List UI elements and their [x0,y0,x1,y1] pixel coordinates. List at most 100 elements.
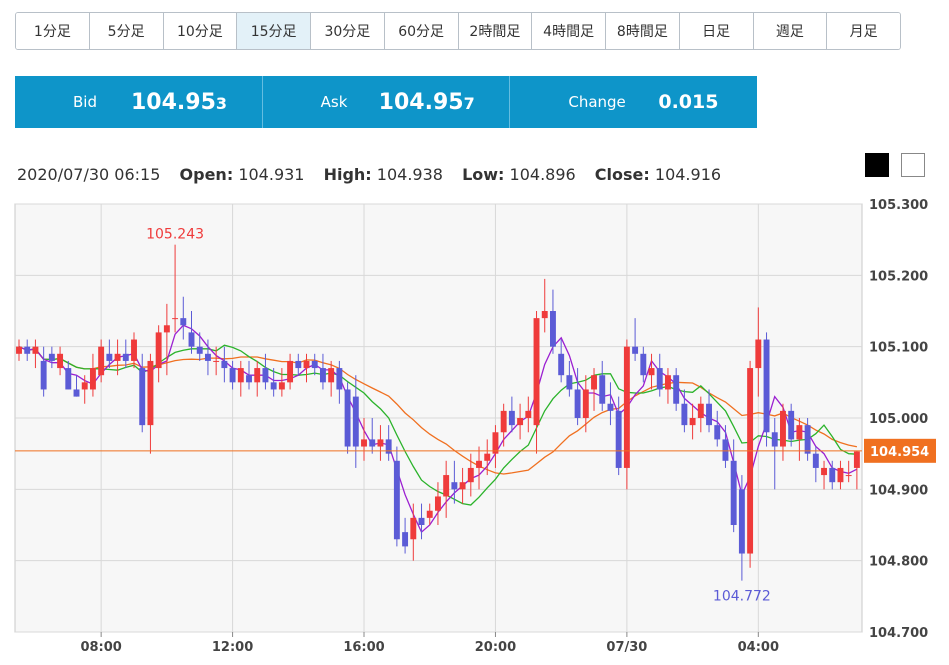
x-tick-label: 12:00 [212,640,253,655]
candle-body [163,325,170,333]
candle-body [541,311,548,319]
timeframe-button[interactable]: 4時間足 [532,13,606,49]
x-tick-label: 07/30 [606,640,647,655]
candle-body [730,460,737,525]
candle-body [599,375,606,404]
candle-body [147,360,154,426]
candlestick-chart[interactable]: 105.300 105.200 105.100 105.000 104.900 104.8… [0,195,949,665]
candle-body [270,382,277,390]
candle-body [106,353,113,361]
dark-theme-button[interactable] [865,153,889,177]
candle-body [57,353,64,369]
candle-body [336,368,343,390]
candle-body [582,389,589,418]
candle-body [500,410,507,433]
candle-body [122,353,129,361]
candle-body [508,410,515,426]
candle-body [533,318,540,426]
candle-body [295,360,302,369]
timeframe-selector: 1分足 5分足 10分足 15分足 30分足 60分足 2時間足 4時間足 8時間足 日足 週足 月足 [15,12,901,50]
current-price-tag [864,438,936,463]
candle-body [196,346,203,354]
ask-cell: Ask 104.957 [261,76,510,128]
candle-body [484,453,491,461]
timeframe-button[interactable]: 日足 [679,13,754,49]
candle-body [410,517,417,540]
candle-body [459,482,466,490]
timeframe-button[interactable]: 8時間足 [606,13,680,49]
candle-body [361,439,367,447]
candle-body [804,425,811,454]
candle-body [303,360,310,369]
open-label: Open: [179,165,234,184]
candle-body [40,360,47,390]
candle-body [328,368,335,383]
candle-body [632,346,639,354]
candle-body [681,403,688,426]
candle-body [714,425,721,440]
candle-body [254,368,261,383]
candle-body [237,368,244,383]
candle-body [796,425,803,440]
candle-body [155,332,162,369]
candle-body [829,467,836,483]
x-tick-label: 16:00 [343,640,384,655]
timeframe-button[interactable]: 30分足 [311,13,385,49]
candle-body [623,346,630,468]
timeframe-button[interactable]: 週足 [753,13,828,49]
candle-body [525,410,532,418]
timeframe-button[interactable]: 60分足 [384,13,459,49]
candle-body [221,360,228,369]
x-tick-label: 08:00 [80,640,121,655]
candle-body [747,368,754,554]
candle-body [591,375,597,390]
ask-value: 104.957 [379,90,475,115]
timeframe-button[interactable]: 1分足 [16,13,90,49]
y-tick-label: 105.200 [869,269,928,284]
candle-body [845,475,852,477]
candle-body [139,368,146,426]
y-tick-label: 104.700 [869,626,928,641]
bid-label: Bid [73,93,97,111]
open-value: 104.931 [238,165,305,184]
candle-body [377,439,384,447]
ask-main: 104.95 [378,89,464,115]
low-value: 104.896 [509,165,576,184]
candle-body [771,432,778,447]
high-value: 104.938 [376,165,443,184]
candle-body [664,375,671,390]
candle-body [673,375,680,404]
candle-body [443,475,450,497]
timeframe-button[interactable]: 5分足 [89,13,164,49]
timeframe-button[interactable]: 2時間足 [458,13,533,49]
candle-body [16,346,22,354]
timeframe-button[interactable]: 月足 [827,13,900,49]
candle-body [821,467,827,476]
candle-body [853,451,860,468]
light-theme-button[interactable] [901,153,925,177]
change-value: 0.015 [658,91,719,113]
bid-main: 104.95 [131,89,216,115]
bid-value: 104.953 [131,90,227,115]
candle-body [607,403,614,411]
candle-body [369,439,376,447]
high-label: High: [323,165,372,184]
ask-pip: 7 [463,93,475,113]
candle-body [640,353,647,376]
candle-body [812,453,819,468]
candle-body [418,517,425,525]
candle-body [287,360,294,383]
timeframe-button[interactable]: 15分足 [237,13,311,49]
candle-body [467,467,474,483]
candle-body [246,375,252,383]
candle-body [172,318,179,320]
ask-label: Ask [320,93,348,111]
candle-body [697,403,704,418]
timeframe-button[interactable]: 10分足 [163,13,238,49]
candle-body [451,482,458,490]
candle-body [32,346,39,354]
change-label: Change [568,93,626,111]
candle-body [89,368,96,390]
candle-body [352,396,359,447]
bid-pip: 3 [215,93,228,113]
